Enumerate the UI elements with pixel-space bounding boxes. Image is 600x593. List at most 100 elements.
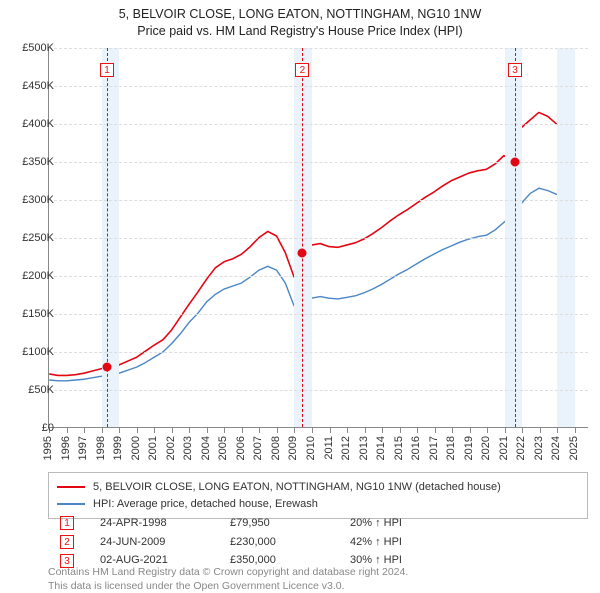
x-tick: [224, 427, 225, 433]
x-tick-label: 2011: [323, 436, 335, 460]
title-address: 5, BELVOIR CLOSE, LONG EATON, NOTTINGHAM…: [0, 6, 600, 23]
x-tick: [172, 427, 173, 433]
x-tick: [189, 427, 190, 433]
y-gridline: [49, 390, 588, 391]
x-tick-label: 1998: [95, 436, 107, 460]
x-tick-label: 2010: [305, 436, 317, 460]
x-tick-label: 2005: [217, 436, 229, 460]
sale-marker-dot: [298, 249, 307, 258]
attribution-text: Contains HM Land Registry data © Crown c…: [48, 565, 588, 593]
y-tick-label: £400K: [4, 118, 54, 130]
x-tick-label: 2008: [270, 436, 282, 460]
x-tick-label: 1995: [42, 436, 54, 460]
x-tick: [294, 427, 295, 433]
x-tick-label: 2012: [340, 436, 352, 460]
x-tick: [67, 427, 68, 433]
x-tick-label: 2016: [410, 436, 422, 460]
x-tick: [277, 427, 278, 433]
x-tick: [259, 427, 260, 433]
y-tick-label: £500K: [4, 42, 54, 54]
x-tick-label: 2002: [165, 436, 177, 460]
attribution-line1: Contains HM Land Registry data © Crown c…: [48, 565, 588, 579]
x-tick: [470, 427, 471, 433]
x-tick-label: 2013: [358, 436, 370, 460]
sale-date: 24-APR-1998: [100, 514, 230, 533]
x-tick-label: 2025: [568, 436, 580, 460]
sale-marker-dot: [103, 363, 112, 372]
y-gridline: [49, 162, 588, 163]
sale-marker-line: [302, 48, 303, 427]
x-tick: [84, 427, 85, 433]
title-subtitle: Price paid vs. HM Land Registry's House …: [0, 23, 600, 40]
x-tick-label: 2019: [463, 436, 475, 460]
x-tick: [575, 427, 576, 433]
x-tick: [207, 427, 208, 433]
x-tick: [312, 427, 313, 433]
y-tick-label: £250K: [4, 232, 54, 244]
x-tick-label: 2014: [375, 436, 387, 460]
x-tick-label: 2024: [550, 436, 562, 460]
legend-item: 5, BELVOIR CLOSE, LONG EATON, NOTTINGHAM…: [57, 479, 579, 496]
legend-label: HPI: Average price, detached house, Erew…: [93, 496, 318, 513]
y-tick-label: £300K: [4, 194, 54, 206]
sale-marker-badge: 1: [100, 63, 114, 77]
x-tick-label: 2022: [515, 436, 527, 460]
x-tick-label: 2020: [480, 436, 492, 460]
x-tick-label: 2004: [200, 436, 212, 460]
y-gridline: [49, 200, 588, 201]
x-tick: [102, 427, 103, 433]
x-tick-label: 2003: [182, 436, 194, 460]
sale-price: £230,000: [230, 533, 350, 552]
x-tick: [400, 427, 401, 433]
y-tick-label: £50K: [4, 384, 54, 396]
y-tick-label: £450K: [4, 80, 54, 92]
legend-item: HPI: Average price, detached house, Erew…: [57, 496, 579, 513]
x-tick: [452, 427, 453, 433]
x-tick-label: 2007: [252, 436, 264, 460]
x-tick-label: 2015: [393, 436, 405, 460]
x-tick-label: 2006: [235, 436, 247, 460]
x-tick: [365, 427, 366, 433]
x-tick: [505, 427, 506, 433]
x-tick: [557, 427, 558, 433]
sale-row: 1 24-APR-1998£79,95020% ↑ HPI: [56, 514, 580, 533]
y-gridline: [49, 352, 588, 353]
y-gridline: [49, 124, 588, 125]
y-tick-label: £0: [4, 422, 54, 434]
x-tick: [540, 427, 541, 433]
chart-titles: 5, BELVOIR CLOSE, LONG EATON, NOTTINGHAM…: [0, 0, 600, 40]
sale-price: £79,950: [230, 514, 350, 533]
legend-label: 5, BELVOIR CLOSE, LONG EATON, NOTTINGHAM…: [93, 479, 501, 496]
x-tick-label: 2009: [287, 436, 299, 460]
x-tick: [417, 427, 418, 433]
sale-marker-line: [515, 48, 516, 427]
x-tick-label: 2017: [428, 436, 440, 460]
sale-date: 24-JUN-2009: [100, 533, 230, 552]
x-tick: [435, 427, 436, 433]
legend-swatch: [57, 503, 85, 505]
x-tick: [487, 427, 488, 433]
x-tick: [347, 427, 348, 433]
x-tick: [242, 427, 243, 433]
legend-swatch: [57, 486, 85, 488]
y-gridline: [49, 238, 588, 239]
x-tick-label: 1999: [112, 436, 124, 460]
y-tick-label: £150K: [4, 308, 54, 320]
y-gridline: [49, 314, 588, 315]
x-tick-label: 2021: [498, 436, 510, 460]
x-tick-label: 1996: [60, 436, 72, 460]
y-gridline: [49, 48, 588, 49]
y-tick-label: £100K: [4, 346, 54, 358]
x-tick: [330, 427, 331, 433]
x-tick: [119, 427, 120, 433]
sale-delta: 20% ↑ HPI: [350, 514, 402, 533]
x-tick: [382, 427, 383, 433]
sale-row-badge: 1: [60, 516, 74, 530]
x-tick: [154, 427, 155, 433]
attribution-line2: This data is licensed under the Open Gov…: [48, 579, 588, 593]
y-tick-label: £200K: [4, 270, 54, 282]
sale-row-badge: 2: [60, 535, 74, 549]
x-tick: [522, 427, 523, 433]
x-tick-label: 2001: [147, 436, 159, 460]
x-tick-label: 1997: [77, 436, 89, 460]
